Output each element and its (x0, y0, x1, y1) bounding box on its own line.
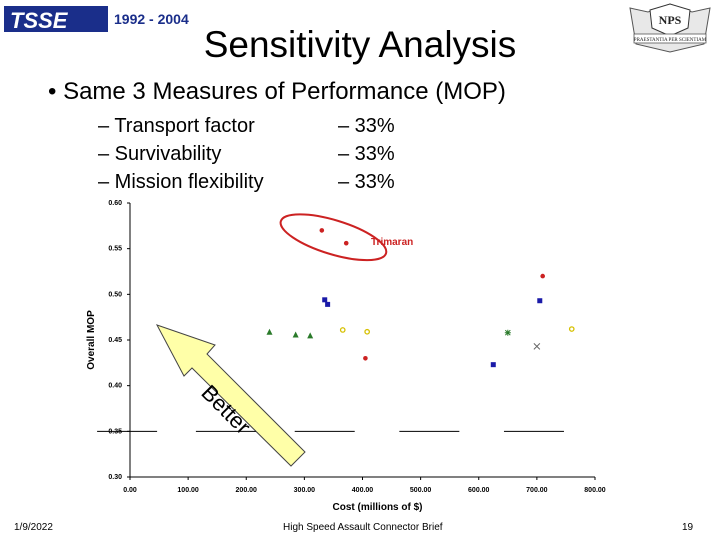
data-point-triangle (292, 331, 299, 338)
x-tick-label: 600.00 (468, 487, 490, 494)
page-title: Sensitivity Analysis (203, 24, 517, 65)
y-tick-label: 0.55 (108, 246, 122, 253)
x-tick-label: 100.00 (177, 487, 199, 494)
weight-survivability: – 33% (338, 143, 395, 165)
y-tick-label: 0.30 (108, 474, 122, 481)
tsse-logo-text: TSSE (10, 8, 69, 33)
data-point-square (325, 301, 331, 307)
data-point-square (537, 298, 543, 304)
data-point-triangle (266, 328, 273, 335)
better-arrow (155, 324, 306, 467)
sub-item-survivability: – Survivability (98, 143, 222, 165)
x-tick-label: 0.00 (123, 487, 137, 494)
sub-item-mission-flexibility: – Mission flexibility (98, 171, 264, 193)
weight-mission-flexibility: – 33% (338, 171, 395, 193)
data-point-star (504, 329, 511, 336)
x-tick-label: 200.00 (236, 487, 258, 494)
x-tick-label: 800.00 (584, 487, 606, 494)
bullet-measures: • Same 3 Measures of Performance (MOP) (48, 78, 506, 105)
tsse-logo-years: 1992 - 2004 (114, 11, 189, 27)
weight-transport: – 33% (338, 115, 395, 137)
footer-date: 1/9/2022 (14, 522, 53, 533)
data-point-x (533, 343, 541, 350)
nps-logo-text: NPS (659, 13, 682, 27)
footer-page-number: 19 (682, 522, 694, 533)
data-point-square (322, 297, 328, 303)
y-tick-label: 0.40 (108, 383, 122, 390)
nps-logo-banner: PRAESTANTIA PER SCIENTIAM (634, 38, 707, 43)
data-point-circle (363, 355, 368, 361)
sub-item-transport: – Transport factor (98, 115, 255, 137)
footer-center-text: High Speed Assault Connector Brief (283, 522, 443, 533)
data-point-open-circle (364, 328, 370, 335)
tsse-logo: TSSE 1992 - 2004 (4, 6, 189, 33)
data-point-open-circle (339, 327, 346, 333)
data-point-open-circle (568, 326, 575, 332)
data-point-circle (540, 273, 545, 279)
x-axis-label: Cost (millions of $) (333, 502, 423, 513)
y-tick-label: 0.60 (108, 200, 122, 207)
trimaran-label: Trimaran (371, 237, 413, 248)
x-tick-label: 500.00 (410, 487, 432, 494)
data-point-circle (319, 228, 325, 233)
y-tick-label: 0.50 (108, 291, 122, 298)
x-tick-label: 400.00 (352, 487, 374, 494)
y-axis-label: Overall MOP (86, 310, 97, 370)
x-tick-label: 700.00 (526, 487, 548, 494)
y-tick-label: 0.45 (108, 337, 122, 344)
data-point-circle (343, 240, 349, 246)
data-point-square (490, 362, 496, 368)
trimaran-highlight (279, 213, 388, 262)
nps-logo: NPS PRAESTANTIA PER SCIENTIAM (629, 3, 711, 53)
x-tick-label: 300.00 (294, 487, 316, 494)
data-point-triangle (307, 332, 314, 339)
